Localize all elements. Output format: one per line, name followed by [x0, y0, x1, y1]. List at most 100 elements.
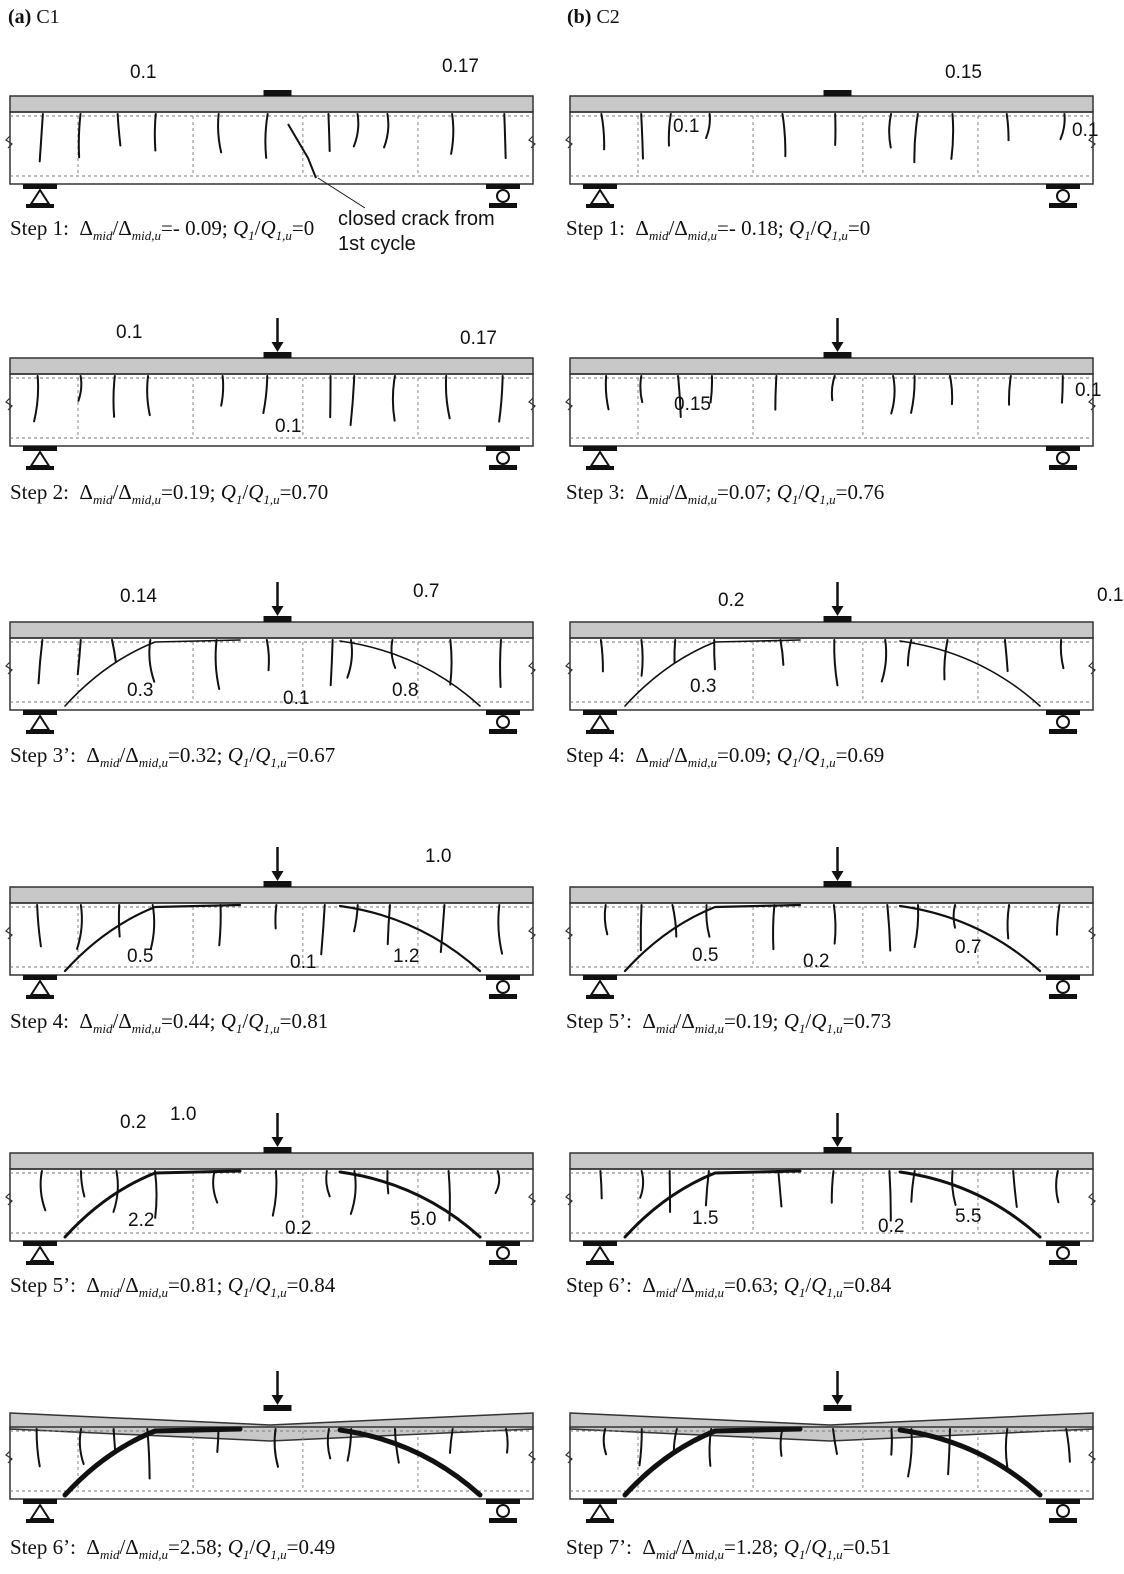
pin-support-base: [26, 730, 54, 734]
crack-width-label: 0.17: [442, 56, 479, 77]
break-mark-right: [528, 135, 536, 149]
flexural-crack: [781, 113, 787, 158]
flexural-crack: [779, 639, 785, 666]
pin-support-base: [26, 995, 54, 999]
roller-support-base: [1049, 1260, 1077, 1265]
step-caption: Step 4: Δmid/Δmid,u=0.09; Q1/Q1,u=0.69: [566, 743, 885, 770]
crack-width-label: 0.1: [290, 952, 316, 973]
crack-width-label: 0.2: [718, 590, 744, 611]
beam-outline: [569, 111, 1094, 185]
break-mark-left: [565, 661, 573, 675]
crack-width-label: 0.2: [878, 1216, 904, 1237]
diagonal-crack-left: [624, 639, 801, 707]
crack-width-label: 0.1: [1072, 120, 1098, 141]
flexural-crack: [1055, 1170, 1060, 1204]
flexural-crack: [153, 113, 157, 152]
flexural-crack: [880, 639, 888, 683]
roller-support-base: [489, 203, 517, 208]
crack-width-label: 0.3: [690, 676, 716, 697]
break-mark-right: [1088, 135, 1096, 149]
flexural-crack: [320, 904, 326, 956]
step-label: Step 1:: [566, 216, 625, 240]
flexural-crack: [214, 639, 221, 690]
diagonal-crack-right: [339, 640, 481, 707]
crack-width-label: 0.2: [120, 1112, 146, 1133]
roller-support-base: [1049, 203, 1077, 208]
flexural-crack: [948, 375, 954, 406]
flexural-crack: [830, 375, 836, 402]
break-mark-right: [528, 926, 536, 940]
flexural-crack: [888, 1170, 892, 1222]
step-caption: Step 4: Δmid/Δmid,u=0.44; Q1/Q1,u=0.81: [10, 1009, 329, 1036]
pin-support: [29, 188, 51, 205]
crack-width-label: 0.1: [130, 62, 156, 83]
load-plate: [823, 1147, 852, 1153]
break-mark-right: [528, 397, 536, 411]
support-plate-left: [23, 1499, 57, 1504]
crack-width-label: 0.17: [460, 328, 497, 349]
load-arrow-head: [831, 1137, 844, 1147]
pin-support: [29, 714, 51, 731]
load-plate: [263, 90, 292, 96]
closed-crack: [287, 123, 317, 179]
support-plate-left: [23, 710, 57, 715]
crack-width-label: 5.0: [410, 1209, 436, 1230]
pin-support: [589, 1503, 611, 1520]
flexural-crack: [449, 639, 453, 686]
slab: [9, 1152, 534, 1170]
diagonal-crack-right: [899, 640, 1041, 707]
pin-support-base: [586, 1261, 614, 1265]
flexural-crack: [353, 904, 359, 933]
flexural-crack: [1065, 1428, 1071, 1463]
crack-width-label: 0.2: [285, 1218, 311, 1239]
flexural-crack: [890, 1428, 893, 1456]
flexural-crack: [947, 1428, 952, 1476]
beam-outline: [569, 902, 1094, 976]
flexural-crack: [35, 1428, 41, 1468]
load-ratio: 0: [303, 216, 315, 240]
flexural-crack: [346, 639, 353, 679]
flexural-crack: [448, 1428, 454, 1454]
flexural-crack: [352, 113, 360, 148]
slab: [9, 621, 534, 639]
annotation-line: closed crack from: [338, 208, 495, 230]
crack-width-label: 0.3: [127, 680, 153, 701]
pin-support-base: [26, 1261, 54, 1265]
pin-support-base: [26, 466, 54, 470]
diagonal-crack-left: [62, 1426, 243, 1498]
deflection-ratio: 2.58: [179, 1535, 217, 1559]
flexural-crack: [391, 375, 396, 422]
load-ratio: 0.76: [847, 480, 885, 504]
beam-panel-c1-s4: 1.0 0.5 0.1 1.2: [5, 846, 536, 999]
deflection-ratio: 0.63: [735, 1273, 773, 1297]
load-plate: [263, 352, 292, 358]
slab: [569, 95, 1094, 113]
column-name: C1: [36, 6, 60, 28]
beam-outline: [569, 637, 1094, 711]
flexural-crack: [76, 639, 82, 676]
flexural-crack: [149, 904, 156, 951]
flexural-crack: [886, 904, 892, 952]
step-label: Step 5’:: [10, 1273, 76, 1297]
roller-support: [1056, 980, 1070, 994]
step-label: Step 2:: [10, 480, 69, 504]
beam-panel-c2-s7: [565, 1371, 1096, 1523]
step-label: Step 4:: [10, 1009, 69, 1033]
load-arrow-head: [271, 342, 284, 352]
load-plate: [823, 616, 852, 622]
flexural-crack: [599, 1170, 603, 1200]
load-arrow-head: [271, 606, 284, 616]
roller-support-base: [1049, 1518, 1077, 1523]
crack-width-label: 5.5: [955, 1206, 981, 1227]
break-mark-left: [565, 135, 573, 149]
flexural-crack: [499, 639, 502, 689]
crack-width-label: 0.1: [283, 688, 309, 709]
flexural-crack: [1008, 375, 1012, 406]
pin-support-base: [586, 1519, 614, 1523]
flexural-crack: [216, 1428, 220, 1453]
flexural-crack: [913, 904, 920, 949]
pin-support-base: [586, 730, 614, 734]
pin-support-base: [586, 995, 614, 999]
roller-support: [1056, 189, 1070, 203]
